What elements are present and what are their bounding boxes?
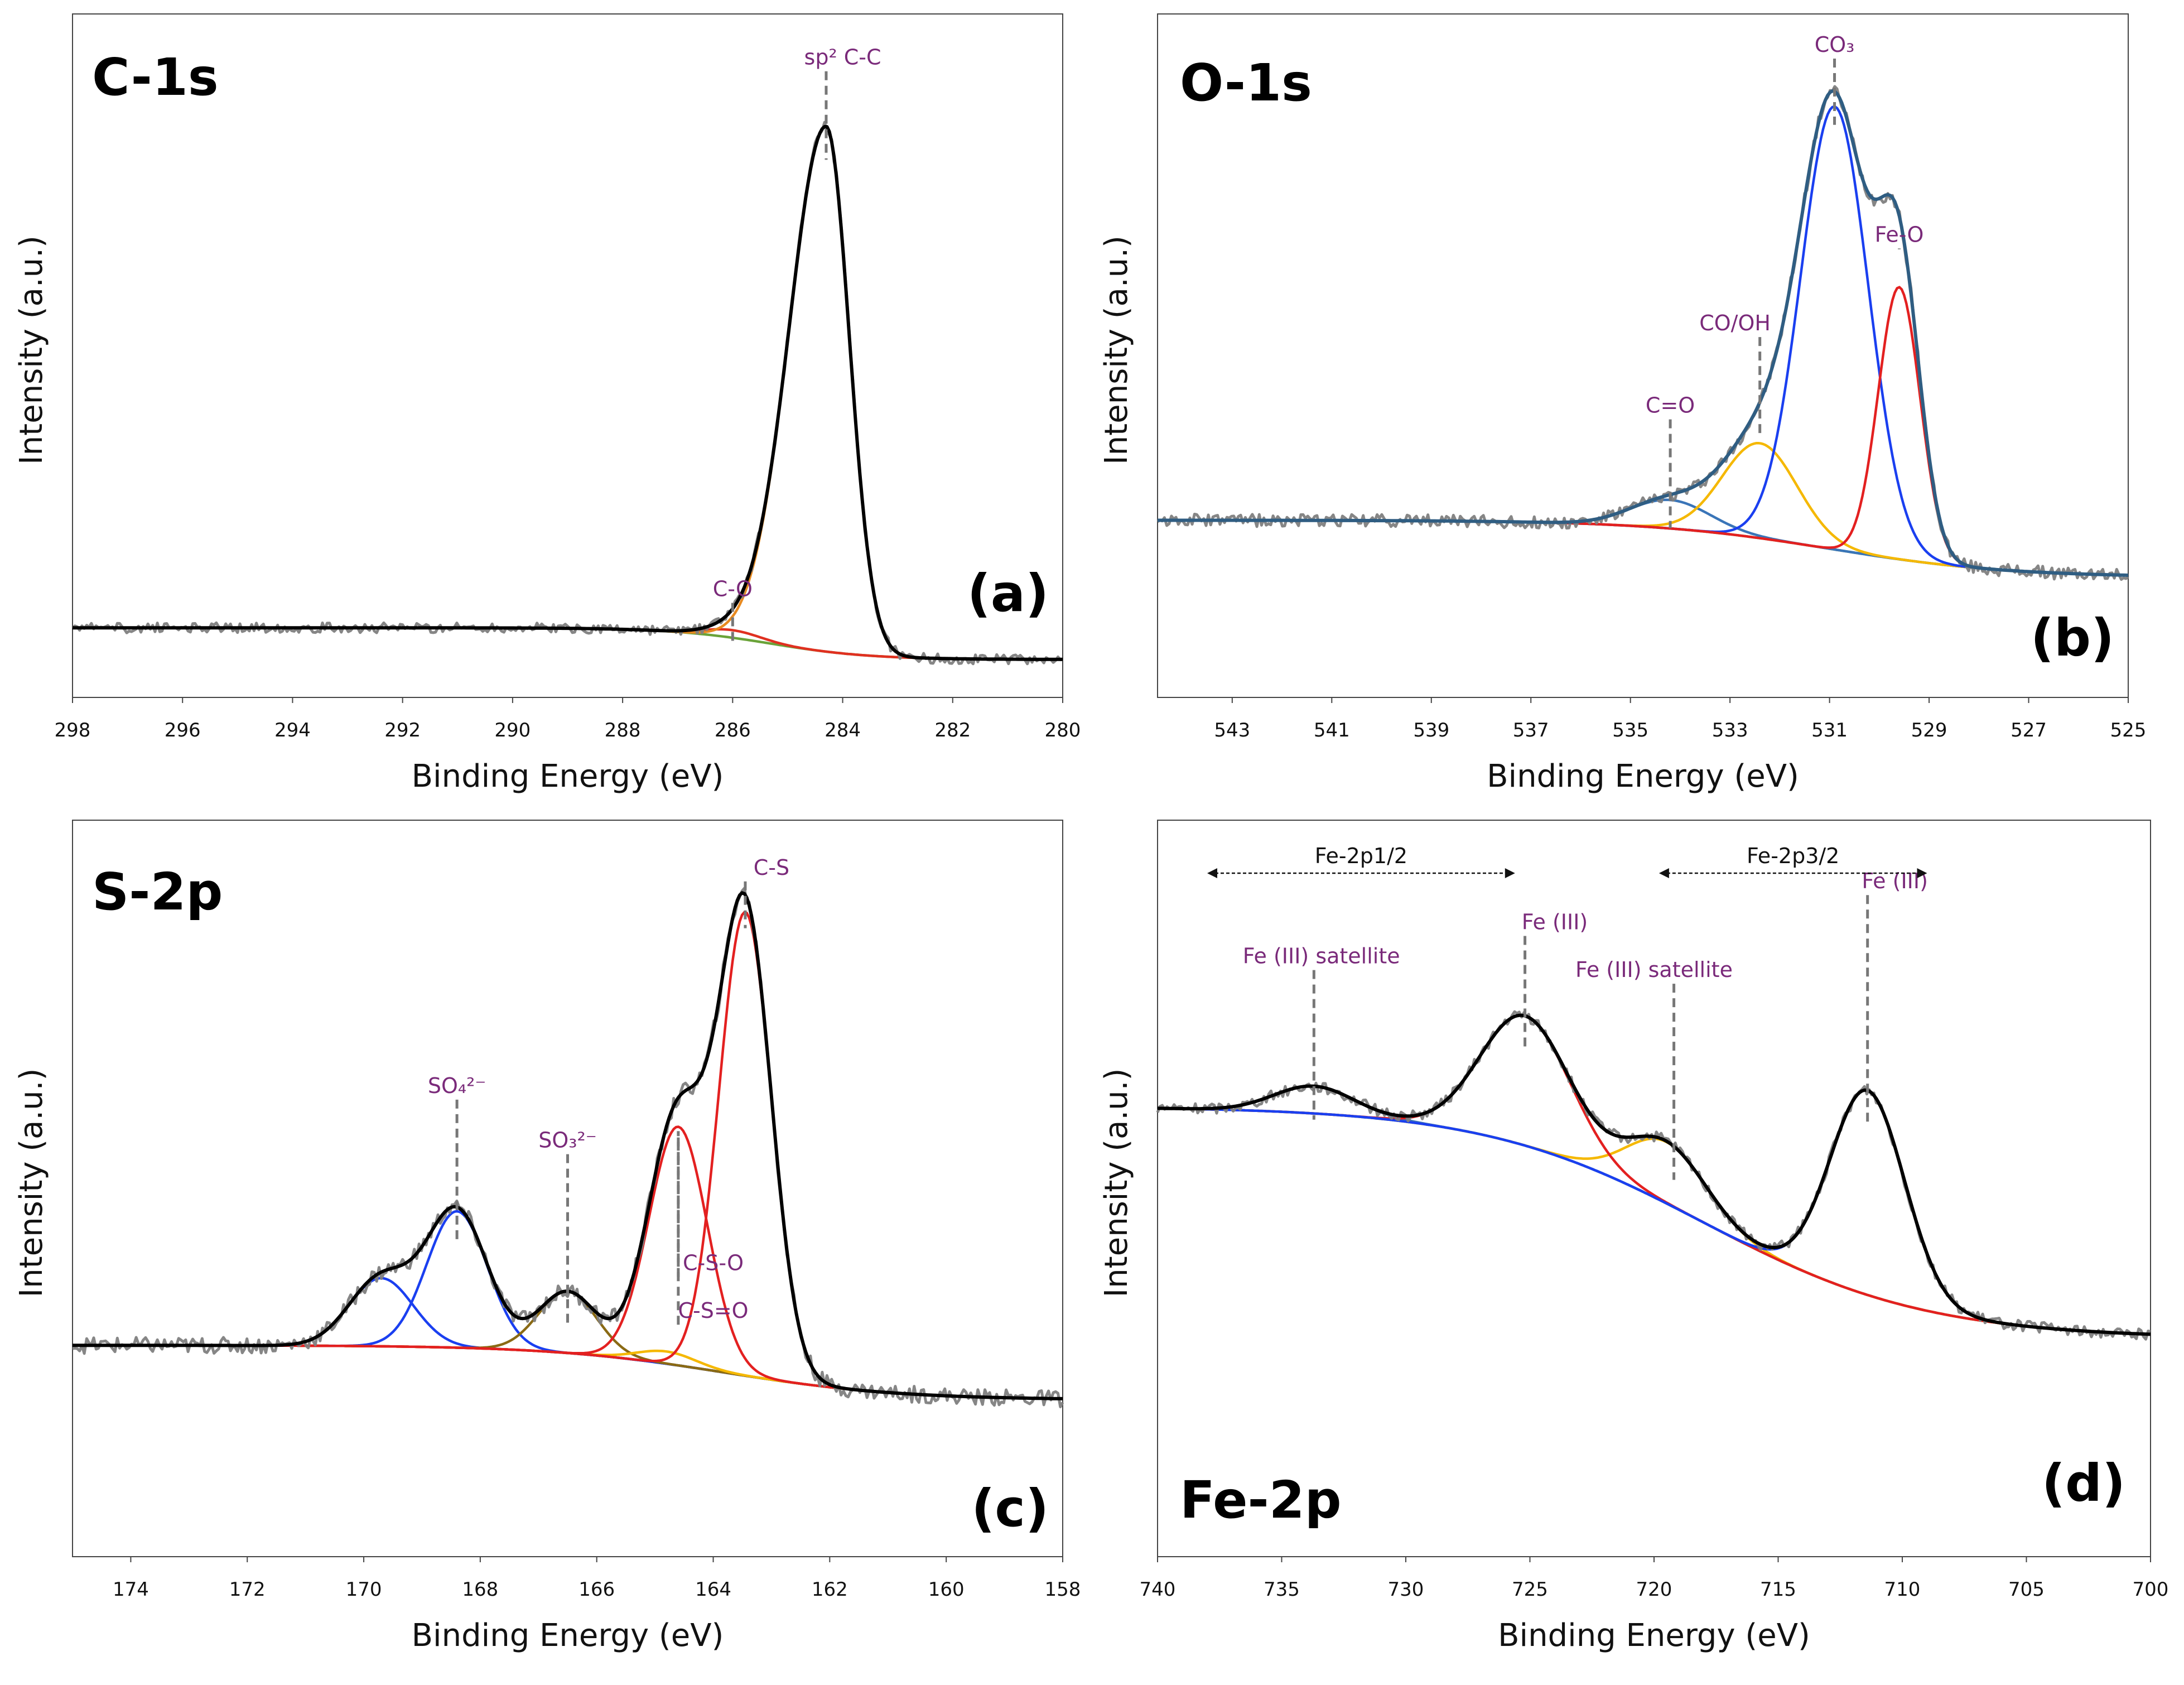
peak-annotation: C=O [1646, 393, 1695, 418]
plot-frame [1157, 13, 2129, 698]
x-tick-label: 164 [695, 1578, 731, 1601]
peak-annotation: Fe (III) [1522, 910, 1588, 935]
x-tick-label: 533 [1712, 719, 1748, 742]
x-tick-label: 286 [715, 719, 751, 742]
x-axis-title: Binding Energy (eV) [1498, 1617, 1810, 1654]
peak-annotation: SO₃²⁻ [538, 1128, 597, 1153]
peak-annotation: C-S [754, 855, 789, 880]
x-tick-label: 543 [1214, 719, 1250, 742]
x-tick-label: 535 [1612, 719, 1648, 742]
y-axis-title: Intensity (a.u.) [1098, 235, 1135, 465]
peak-annotation: CO/OH [1699, 311, 1771, 335]
x-tick-label: 172 [229, 1578, 266, 1601]
series-envelope [1158, 89, 2129, 577]
x-tick-label: 529 [1911, 719, 1947, 742]
x-tick-label: 710 [1884, 1578, 1921, 1601]
series-envelope [1157, 1013, 2151, 1336]
x-axis-title: Binding Energy (eV) [1487, 758, 1799, 795]
series-raw [1156, 1010, 2151, 1341]
arrowhead-right-icon [1917, 868, 1927, 878]
arrowhead-left-icon [1207, 868, 1217, 878]
x-tick-label: 715 [1760, 1578, 1796, 1601]
x-axis-title: Binding Energy (eV) [412, 758, 724, 795]
x-tick-label: 284 [825, 719, 861, 742]
peak-annotation: sp² C-C [804, 45, 881, 70]
peak-annotation: C-S=O [678, 1298, 748, 1323]
x-tick-label: 292 [384, 719, 421, 742]
x-tick-label: 705 [2008, 1578, 2045, 1601]
peak-annotation: Fe-O [1875, 222, 1924, 247]
x-tick-label: 539 [1413, 719, 1449, 742]
peak-annotation: SO₄²⁻ [428, 1073, 486, 1098]
y-axis-title: Intensity (a.u.) [13, 235, 50, 465]
x-tick-label: 531 [1811, 719, 1848, 742]
peak-annotation: Fe (III) satellite [1575, 957, 1733, 982]
x-tick-label: 174 [113, 1578, 149, 1601]
range-label: Fe-2p1/2 [1315, 844, 1407, 868]
x-tick-label: 740 [1140, 1578, 1176, 1601]
x-tick-label: 158 [1045, 1578, 1081, 1601]
chart-panel-4: 740 735 730 725 720 715 710 705 700 Binding Energ… [1098, 820, 2168, 1654]
panel-letter: (d) [2042, 1453, 2125, 1513]
panel-letter: (a) [967, 564, 1049, 623]
plot-frame [72, 13, 1063, 698]
x-tick-label: 170 [346, 1578, 382, 1601]
plot-frame [72, 820, 1063, 1557]
chart-panel-3: 174 172 170 168 166 164 162 160 158 Binding Energ… [13, 820, 1081, 1654]
panel-title: Fe-2p [1180, 1470, 1342, 1530]
y-axis-title: Intensity (a.u.) [13, 1068, 50, 1298]
x-tick-label: 541 [1314, 719, 1350, 742]
x-tick-label: 166 [578, 1578, 615, 1601]
peak-annotation: CO₃ [1815, 32, 1855, 57]
x-tick-label: 290 [494, 719, 531, 742]
peak-annotation: C-O [713, 577, 753, 601]
x-tick-label: 298 [55, 719, 91, 742]
x-tick-label: 288 [605, 719, 641, 742]
x-tick-label: 537 [1513, 719, 1549, 742]
x-axis-title: Binding Energy (eV) [412, 1617, 724, 1654]
chart-panel-1: 298 296 294 292 290 288 286 284 282 280 Binding En… [13, 13, 1081, 795]
x-tick-label: 525 [2110, 719, 2147, 742]
x-tick-label: 294 [274, 719, 311, 742]
x-tick-label: 735 [1264, 1578, 1300, 1601]
series-raw [72, 887, 1064, 1408]
panel-title: S-2p [92, 862, 223, 922]
chart-panel-2: 543 541 539 537 535 533 531 529 527 525 Binding En… [1098, 13, 2147, 795]
x-tick-label: 280 [1045, 719, 1081, 742]
x-tick-label: 725 [1512, 1578, 1548, 1601]
series-envelope [73, 124, 1063, 661]
x-tick-label: 296 [165, 719, 201, 742]
panel-title: O-1s [1180, 53, 1312, 113]
y-axis-title: Intensity (a.u.) [1098, 1068, 1135, 1298]
arrowhead-right-icon [1505, 868, 1515, 878]
x-tick-label: 162 [812, 1578, 848, 1601]
x-tick-label: 700 [2133, 1578, 2169, 1601]
x-tick-label: 160 [928, 1578, 965, 1601]
range-label: Fe-2p3/2 [1747, 844, 1839, 868]
x-tick-label: 168 [462, 1578, 498, 1601]
panel-title: C-1s [92, 47, 219, 107]
x-tick-label: 720 [1636, 1578, 1672, 1601]
panel-letter: (c) [971, 1479, 1049, 1538]
peak-annotation: C-S-O [683, 1251, 744, 1275]
x-tick-label: 282 [934, 719, 971, 742]
x-tick-label: 527 [2011, 719, 2047, 742]
peak-annotation: Fe (III) [1862, 869, 1928, 893]
arrowhead-left-icon [1659, 868, 1669, 878]
x-tick-label: 730 [1388, 1578, 1424, 1601]
panel-letter: (b) [2031, 608, 2114, 668]
peak-annotation: Fe (III) satellite [1243, 944, 1400, 969]
